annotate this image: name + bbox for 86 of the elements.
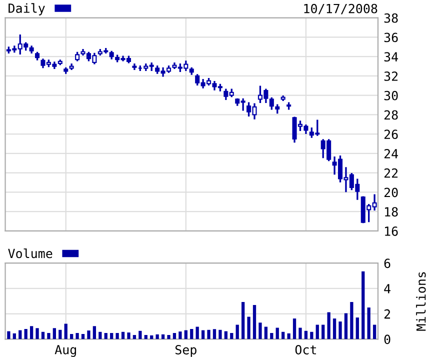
bar bbox=[144, 334, 148, 340]
bar bbox=[58, 330, 62, 340]
bar bbox=[52, 328, 56, 340]
bar bbox=[276, 328, 279, 340]
bar bbox=[264, 326, 268, 340]
bar bbox=[104, 332, 108, 340]
bar bbox=[47, 332, 50, 340]
bar bbox=[121, 332, 125, 340]
bar bbox=[98, 332, 102, 340]
bar bbox=[224, 331, 228, 340]
y-axis-title: Millions bbox=[416, 272, 426, 331]
bar bbox=[116, 332, 119, 340]
bar bbox=[30, 326, 34, 340]
bar bbox=[327, 312, 330, 340]
y-tick-label: 30 bbox=[384, 90, 398, 100]
x-tick-label: Aug bbox=[54, 345, 76, 357]
bar bbox=[207, 330, 210, 340]
bar bbox=[230, 332, 234, 340]
bar bbox=[201, 330, 205, 340]
bar bbox=[242, 302, 245, 340]
y-tick-label: 4 bbox=[384, 284, 390, 294]
bar bbox=[372, 324, 376, 340]
y-tick-label: 32 bbox=[384, 71, 398, 81]
bar bbox=[298, 328, 302, 340]
bar bbox=[252, 305, 256, 340]
bar bbox=[356, 317, 359, 340]
bar bbox=[64, 324, 68, 340]
y-tick-label: 18 bbox=[385, 207, 398, 217]
bar bbox=[350, 302, 354, 340]
bar bbox=[18, 330, 22, 340]
bar bbox=[76, 332, 79, 340]
bar bbox=[338, 322, 342, 340]
bar bbox=[258, 322, 262, 340]
bar bbox=[92, 326, 96, 340]
y-tick-label: 24 bbox=[384, 148, 398, 158]
bar bbox=[132, 334, 136, 340]
legend-label: Volume bbox=[8, 248, 52, 258]
bar bbox=[304, 330, 308, 340]
bar bbox=[36, 328, 39, 340]
y-tick-label: 34 bbox=[384, 52, 398, 62]
y-tick-label: 0 bbox=[384, 334, 390, 344]
bar bbox=[81, 334, 85, 340]
bar bbox=[344, 313, 348, 340]
y-tick-label: 20 bbox=[384, 188, 398, 198]
x-tick-label: Sep bbox=[175, 344, 196, 357]
y-tick-label: 2 bbox=[384, 309, 390, 319]
bar bbox=[12, 333, 16, 340]
bar bbox=[367, 307, 370, 340]
bar bbox=[282, 332, 285, 340]
legend-label: Daily bbox=[8, 3, 45, 16]
bar bbox=[310, 332, 314, 340]
y-tick-label: 22 bbox=[384, 168, 398, 178]
bar bbox=[316, 324, 319, 340]
bar bbox=[196, 326, 199, 340]
text: 10/17/2008 bbox=[304, 4, 378, 14]
bar bbox=[332, 318, 336, 340]
bar bbox=[212, 329, 216, 340]
candlestick bbox=[132, 64, 137, 70]
bar bbox=[247, 316, 250, 340]
bar bbox=[362, 271, 365, 340]
bar bbox=[184, 330, 188, 340]
bar bbox=[287, 333, 290, 340]
bar bbox=[292, 318, 296, 340]
bar bbox=[218, 330, 222, 340]
bar bbox=[167, 334, 170, 340]
bar bbox=[178, 332, 182, 340]
bar bbox=[87, 330, 90, 340]
bar bbox=[172, 332, 176, 340]
bar bbox=[24, 329, 28, 340]
bar bbox=[110, 332, 114, 340]
y-tick-label: 28 bbox=[384, 110, 398, 120]
bar bbox=[7, 331, 10, 340]
bar bbox=[127, 332, 130, 340]
y-tick-label: 36 bbox=[384, 32, 398, 42]
bar bbox=[322, 324, 325, 340]
y-tick-label: 6 bbox=[384, 258, 390, 268]
bar bbox=[138, 330, 142, 340]
y-tick-label: 38 bbox=[384, 13, 398, 23]
bar bbox=[270, 332, 274, 340]
bar bbox=[190, 329, 194, 340]
y-tick-label: 26 bbox=[384, 130, 398, 140]
bar bbox=[41, 332, 45, 340]
bar bbox=[236, 324, 239, 340]
x-tick-label: Oct bbox=[295, 344, 316, 354]
y-tick-label: 16 bbox=[385, 226, 398, 236]
bar bbox=[70, 334, 74, 340]
